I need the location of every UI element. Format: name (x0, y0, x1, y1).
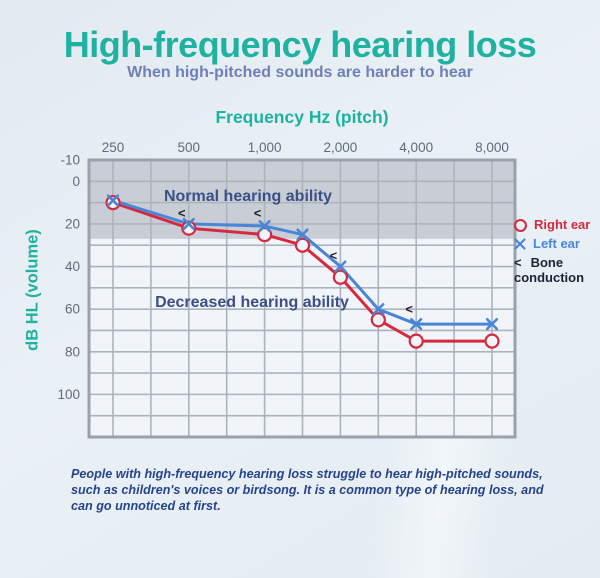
left-ear-marker-icon (514, 238, 526, 251)
left-ear-point (296, 228, 309, 241)
legend-left-ear: Left ear (514, 235, 596, 252)
x-tick-label: 8,000 (475, 140, 509, 155)
left-ear-point (372, 303, 385, 316)
right-ear-point (105, 195, 121, 211)
chart-legend: Right ear Left ear < Bone conduction (514, 217, 596, 290)
bone-conduction-marker: < (254, 205, 262, 220)
bone-conduction-marker-icon: < (514, 254, 522, 270)
x-tick-label: 250 (102, 140, 125, 155)
y-tick-label: 40 (65, 259, 80, 274)
legend-right-ear: Right ear (514, 217, 596, 233)
right-ear-point (408, 333, 424, 349)
legend-label-bone-conduction: Bone conduction (514, 254, 585, 285)
y-tick-label: 80 (65, 344, 80, 359)
x-axis-title: Frequency Hz (pitch) (215, 107, 389, 127)
right-ear-point (484, 333, 500, 349)
left-ear-line (111, 198, 494, 326)
x-tick-label: 500 (178, 140, 201, 155)
bone-conduction-marker: < (330, 248, 338, 263)
footer-note: People with high-frequency hearing loss … (71, 467, 544, 514)
right-ear-point (370, 312, 386, 328)
left-ear-point (410, 317, 423, 331)
y-tick-label: 100 (57, 387, 80, 402)
right-ear-point (294, 237, 311, 253)
left-ear-point (182, 217, 195, 231)
x-tick-label: 2,000 (324, 140, 358, 155)
bone-conduction-marker: < (178, 205, 186, 220)
y-tick-label: 20 (65, 216, 80, 231)
legend-label-right-ear: Right ear (534, 217, 591, 232)
bone-conduction-marker: < (405, 301, 413, 316)
legend-label-left-ear: Left ear (533, 235, 580, 251)
left-ear-point (258, 219, 271, 233)
right-ear-point (257, 226, 273, 243)
left-ear-point (485, 317, 499, 331)
normal-hearing-region-label: Normal hearing ability (163, 188, 333, 205)
left-ear-point (106, 194, 120, 207)
right-ear-marker-icon (514, 218, 527, 232)
y-tick-label: 0 (72, 174, 80, 189)
right-ear-point (181, 220, 197, 236)
y-tick-label: -10 (60, 153, 80, 168)
y-tick-label: 60 (65, 302, 80, 317)
x-tick-label: 1,000 (248, 140, 282, 155)
left-ear-point (334, 260, 347, 273)
x-tick-label: 4,000 (399, 140, 433, 155)
page-title: High-frequency hearing loss (63, 24, 537, 65)
plot-border (87, 158, 517, 439)
decreased-hearing-region-label: Decreased hearing ability (155, 294, 349, 311)
legend-bone-conduction: < Bone conduction (514, 254, 596, 286)
page-subtitle: When high-pitched sounds are harder to h… (127, 64, 473, 81)
right-ear-point (332, 269, 348, 285)
